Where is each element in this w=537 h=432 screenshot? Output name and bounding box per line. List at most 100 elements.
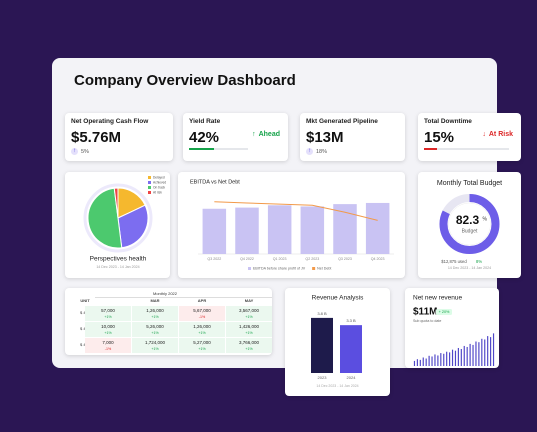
cell-value: 1,724,000 — [144, 340, 166, 345]
status-arrow: ↓ — [482, 131, 486, 138]
budget-card: Monthly Total Budget 82.3% Budget $12,875 u… — [418, 172, 521, 278]
value-label: 3.3 B — [346, 318, 356, 323]
kpi-card: Total Downtime 15% ↓ At Risk — [418, 113, 521, 161]
cell-change: +1% — [198, 331, 206, 335]
legend-swatch — [148, 181, 151, 184]
kpi-label: Yield Rate — [189, 118, 221, 125]
legend-swatch — [148, 186, 151, 189]
table-rule — [95, 297, 272, 298]
x-tick-label: Q2 2023 — [305, 257, 319, 261]
donut-arc — [439, 194, 500, 254]
card-title: Monthly Total Budget — [437, 180, 502, 187]
table-cell: 1,26,000 +1% — [132, 306, 178, 321]
bar — [472, 344, 474, 366]
bar — [422, 357, 424, 366]
bar — [419, 359, 421, 366]
x-tick-label: 2024 — [347, 375, 357, 380]
column-header: MAR — [150, 298, 160, 303]
up-icon: ↑ — [306, 148, 313, 155]
cell-value: 10,000 — [101, 324, 115, 329]
cell-change: +1% — [151, 315, 159, 319]
bar — [202, 208, 227, 254]
legend-swatch — [148, 176, 151, 179]
cell-value: 5,27,000 — [193, 340, 211, 345]
bar — [437, 355, 439, 366]
ebitda-card: EBITDA vs Net Debt Q3 2022 Q4 2022 Q1 2023 Q… — [178, 172, 405, 278]
legend-label: At risk — [153, 190, 162, 194]
column-header: APR — [197, 298, 207, 303]
chart-title: EBITDA vs Net Debt — [190, 179, 240, 185]
bar — [460, 349, 462, 366]
bar — [416, 359, 418, 366]
bar — [340, 325, 362, 373]
cell-value: 5,26,000 — [146, 324, 164, 329]
status-text: At Risk — [488, 131, 513, 138]
progress-bar — [424, 148, 437, 150]
bar — [431, 356, 433, 366]
kpi-value: $5.76M — [71, 129, 122, 146]
x-tick-label: Q4 2022 — [240, 257, 254, 261]
x-tick-label: Q1 2023 — [273, 257, 287, 261]
progress-track — [424, 148, 509, 150]
cell-change: +1% — [245, 315, 253, 319]
legend-label: Delayed — [153, 175, 165, 179]
cell-change: +1% — [245, 331, 253, 335]
bar — [267, 205, 292, 254]
bar — [300, 206, 325, 254]
kpi-change: 5% — [81, 149, 89, 155]
cell-change: +1% — [151, 331, 159, 335]
table-cell: 1,724,000 +1% — [132, 338, 178, 353]
net-value: $11M — [413, 307, 437, 318]
bar — [235, 207, 259, 254]
cell-value: 5,67,000 — [193, 308, 211, 313]
bar — [311, 317, 333, 373]
bar — [440, 353, 442, 366]
table-cell: 10,000 +1% — [85, 322, 131, 337]
revenue-subtitle: 14 Dec 2023 - 14 Jan 2024 — [316, 384, 358, 388]
status-text: Ahead — [258, 131, 280, 138]
bar — [413, 360, 416, 366]
bar — [487, 336, 489, 366]
table-cell: 7,000 -1% — [85, 338, 131, 353]
revenue-chart: Revenue Analysis 3.8 B 2023 3.3 B 2024 14 Dec… — [311, 295, 364, 388]
kpi-card: Net Operating Cash Flow $5.76M ↑ 5% — [65, 113, 173, 161]
cell-change: +1% — [245, 347, 253, 351]
budget-chart: Monthly Total Budget 82.3 % Budget $12,875 u… — [437, 180, 502, 270]
table-cell: 5,67,000 -1% — [179, 306, 225, 321]
change-badge — [436, 309, 452, 315]
status-arrow: ↑ — [252, 131, 256, 138]
dashboard-title: Company Overview Dashboard — [74, 72, 296, 89]
table-cell: 3,766,000 +1% — [226, 338, 272, 353]
cell-value: 3,567,000 — [238, 308, 260, 313]
bar — [457, 347, 459, 366]
pie-slice — [87, 187, 123, 249]
cell-change: +1% — [104, 315, 112, 319]
legend-swatch — [312, 267, 316, 270]
column-header: MAY — [244, 298, 254, 303]
card-title: Net new revenue — [413, 295, 463, 302]
bar — [446, 351, 448, 366]
cell-change: -1% — [104, 347, 112, 351]
kpi-card: Mkt Generated Pipeline $13M ↑ 18% — [300, 113, 405, 161]
table-title: Monthly 2022 — [152, 291, 178, 296]
table-cell: 1,426,000 +1% — [226, 322, 272, 337]
bar — [425, 358, 427, 366]
kpi-label: Total Downtime — [424, 118, 472, 125]
up-icon: ↑ — [71, 148, 78, 155]
legend-label: On track — [153, 185, 165, 189]
kpi-change: 18% — [316, 149, 328, 155]
budget-dates: 14 Dec 2023 - 14 Jan 2024 — [448, 266, 491, 270]
budget-value: 82.3 — [456, 213, 480, 227]
cell-value: 7,000 — [102, 340, 114, 345]
pie-slice — [113, 187, 119, 219]
donut-inner — [448, 202, 491, 246]
x-tick-label: Q4 2023 — [371, 257, 385, 261]
cell-change: +1% — [104, 331, 112, 335]
net-subtitle: Sub quota to date — [413, 319, 441, 323]
pie-card: Delayed Achieved On track At risk Perspectiv… — [65, 172, 170, 278]
cell-change: -1% — [198, 315, 206, 319]
ebitda-chart: EBITDA vs Net Debt Q3 2022 Q4 2022 Q1 2023 Q… — [190, 179, 394, 271]
bar — [484, 339, 486, 366]
legend-label: Achieved — [153, 180, 166, 184]
cell-change: +1% — [198, 347, 206, 351]
